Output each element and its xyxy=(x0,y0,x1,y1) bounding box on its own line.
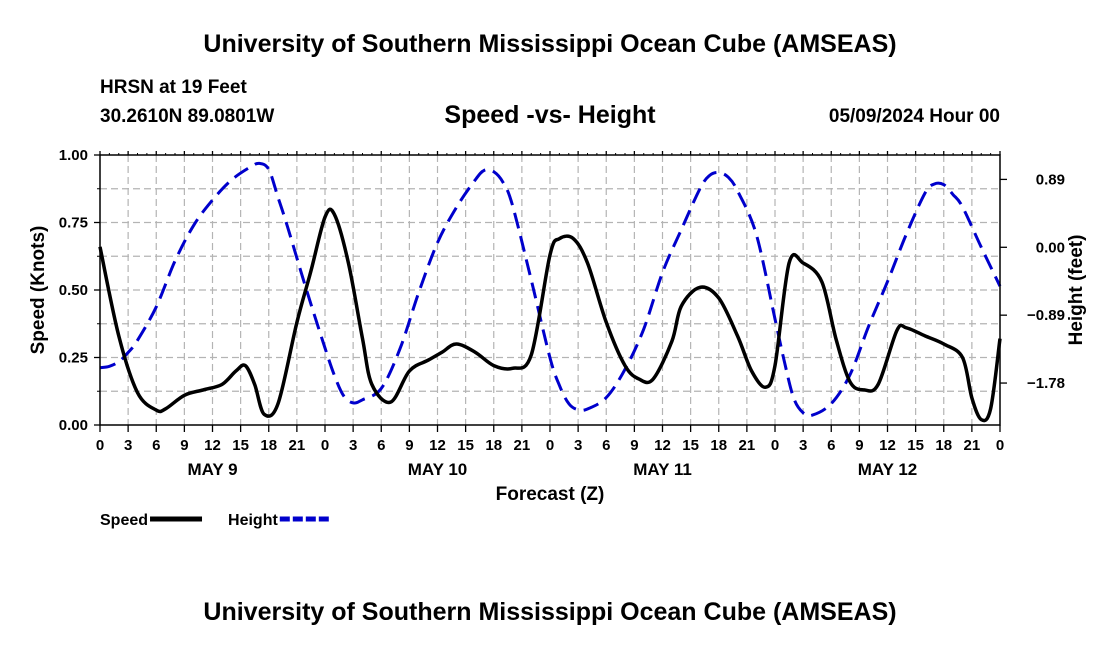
x-tick-label: 15 xyxy=(232,437,249,454)
y2-axis-title: Height (feet) xyxy=(1066,235,1087,346)
x-tick-label: 9 xyxy=(405,437,413,454)
y2-tick-label: −1.78 xyxy=(1027,375,1065,392)
x-tick-label: 3 xyxy=(574,437,582,454)
x-tick-label: 9 xyxy=(180,437,188,454)
x-tick-label: 0 xyxy=(96,437,104,454)
day-label: MAY 10 xyxy=(408,460,468,479)
x-tick-label: 0 xyxy=(321,437,329,454)
x-tick-label: 3 xyxy=(799,437,807,454)
grid xyxy=(100,155,1000,425)
chart-subtitle: Speed -vs- Height xyxy=(444,101,656,129)
x-tick-label: 12 xyxy=(204,437,221,454)
x-tick-label: 6 xyxy=(377,437,385,454)
y-tick-label: 0.00 xyxy=(59,417,88,434)
x-tick-label: 0 xyxy=(546,437,554,454)
x-axis-title: Forecast (Z) xyxy=(496,484,605,505)
y2-tick-label: −0.89 xyxy=(1027,307,1065,324)
x-tick-label: 6 xyxy=(827,437,835,454)
x-tick-label: 21 xyxy=(964,437,981,454)
station-label: HRSN at 19 Feet xyxy=(100,77,247,98)
forecast-date: 05/09/2024 Hour 00 xyxy=(828,106,1000,127)
legend-label-speed: Speed xyxy=(100,512,148,529)
x-tick-label: 15 xyxy=(682,437,699,454)
x-tick-label: 3 xyxy=(349,437,357,454)
coordinates-label: 30.2610N 89.0801W xyxy=(100,106,275,127)
ticks xyxy=(94,151,1007,432)
y-axis-title: Speed (Knots) xyxy=(28,226,49,355)
day-label: MAY 9 xyxy=(187,460,237,479)
x-tick-label: 18 xyxy=(710,437,727,454)
day-label: MAY 12 xyxy=(858,460,918,479)
legend-label-height: Height xyxy=(228,512,278,529)
x-tick-label: 15 xyxy=(457,437,474,454)
x-tick-label: 15 xyxy=(907,437,924,454)
y2-tick-label: 0.89 xyxy=(1036,171,1065,188)
footer-title: University of Southern Mississippi Ocean… xyxy=(203,598,897,626)
x-tick-label: 6 xyxy=(602,437,610,454)
y-tick-label: 1.00 xyxy=(59,147,88,164)
series-line-height xyxy=(99,161,1002,418)
x-tick-label: 21 xyxy=(289,437,306,454)
day-label: MAY 11 xyxy=(633,460,692,479)
x-tick-label: 12 xyxy=(654,437,671,454)
x-tick-label: 18 xyxy=(485,437,502,454)
x-tick-label: 12 xyxy=(429,437,446,454)
legend: Speed Height xyxy=(100,512,332,529)
x-tick-label: 12 xyxy=(879,437,896,454)
series-layer xyxy=(98,161,1002,423)
x-tick-label: 9 xyxy=(855,437,863,454)
x-tick-label: 9 xyxy=(630,437,638,454)
y2-tick-label: 0.00 xyxy=(1036,239,1065,256)
x-tick-label: 21 xyxy=(739,437,756,454)
x-tick-label: 18 xyxy=(935,437,952,454)
x-tick-label: 18 xyxy=(260,437,277,454)
x-tick-label: 0 xyxy=(771,437,779,454)
x-tick-label: 3 xyxy=(124,437,132,454)
x-tick-label: 21 xyxy=(514,437,531,454)
x-tick-label: 6 xyxy=(152,437,160,454)
y-tick-label: 0.75 xyxy=(59,215,88,232)
x-tick-label: 0 xyxy=(996,437,1004,454)
y-tick-label: 0.25 xyxy=(59,350,88,367)
page-title: University of Southern Mississippi Ocean… xyxy=(203,30,897,58)
y-tick-label: 0.50 xyxy=(59,282,88,299)
axis-labels: 0 3 6 9 12 15 18 21 0 3 6 9 12 15 18 21 0 3 6 9 12 15 18 21 0 3 6 9… xyxy=(28,147,1087,505)
series-line-speed xyxy=(98,207,1002,423)
